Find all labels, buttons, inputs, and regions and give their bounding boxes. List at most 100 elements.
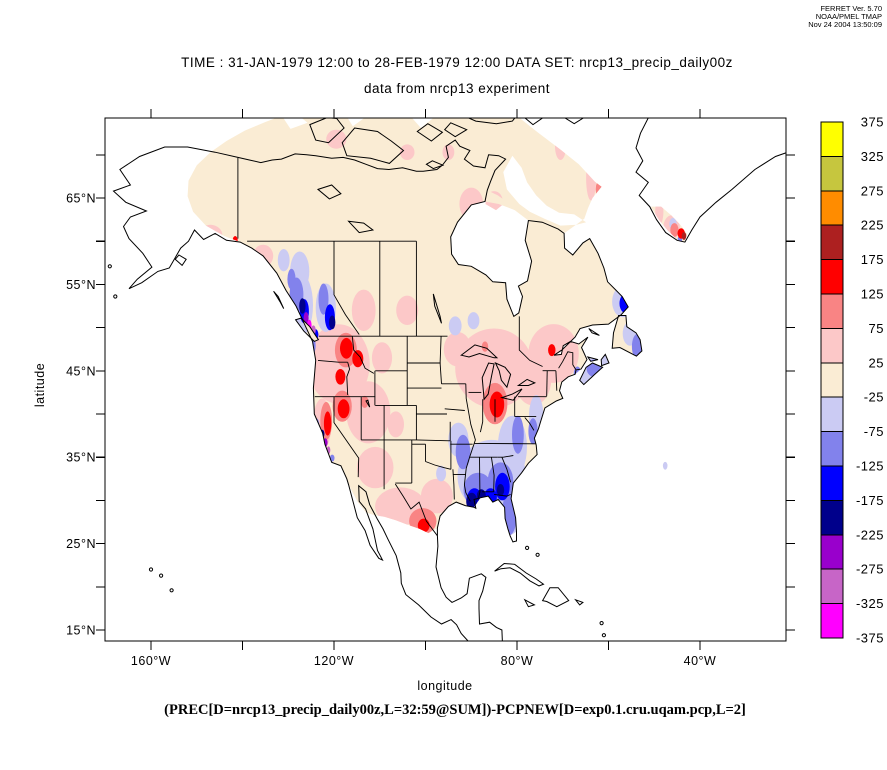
islet-speck xyxy=(600,622,603,625)
anomaly-blob xyxy=(655,199,663,225)
colorbar-label: 375 xyxy=(861,115,884,130)
colorbar-segment xyxy=(821,363,843,397)
anomaly-blob xyxy=(468,312,480,329)
anomaly-blob xyxy=(632,334,644,360)
island-outline xyxy=(525,600,535,607)
anomaly-blob xyxy=(338,399,350,418)
island-outline xyxy=(561,115,588,124)
anomaly-speck xyxy=(663,462,668,470)
colorbar: 3753252752251751257525-25-75-125-175-225… xyxy=(821,115,884,646)
colorbar-label: 275 xyxy=(861,183,884,198)
colorbar-segment xyxy=(821,500,843,534)
anomaly-blob xyxy=(670,223,678,237)
anomaly-blob xyxy=(548,344,555,356)
colorbar-label: -225 xyxy=(856,527,884,542)
caption: (PREC[D=nrcp13_precip_daily00z,L=32:59@S… xyxy=(164,702,746,718)
colorbar-label: -275 xyxy=(856,562,884,577)
y-axis-title: latitude xyxy=(33,363,47,407)
colorbar-label: 75 xyxy=(869,321,884,336)
colorbar-segment xyxy=(821,225,843,259)
island-outline xyxy=(576,600,583,605)
colorbar-label: 125 xyxy=(861,287,884,302)
colorbar-segment xyxy=(821,122,843,156)
ferret-stamp: FERRET Ver. 5.70 NOAA/PMEL TMAP Nov 24 2… xyxy=(808,4,882,29)
y-tick-label: 65°N xyxy=(66,192,96,206)
anomaly-blob xyxy=(586,156,596,201)
y-tick-label: 45°N xyxy=(66,364,96,378)
colorbar-segment xyxy=(821,569,843,603)
anomaly-blob xyxy=(191,222,204,238)
plot-subtitle: data from nrcp13 experiment xyxy=(364,81,550,96)
anomaly-blob xyxy=(555,132,566,160)
anomaly-blob xyxy=(587,360,602,377)
anomaly-blob xyxy=(278,249,290,271)
colorbar-label: 25 xyxy=(869,355,884,370)
islet-speck xyxy=(160,574,163,577)
anomaly-blob xyxy=(233,236,238,245)
anomaly-blob xyxy=(299,298,305,314)
anomaly-blob xyxy=(388,411,404,437)
anomaly-blob xyxy=(357,447,394,488)
island-outline xyxy=(175,255,186,265)
colorbar-label: -325 xyxy=(856,596,884,611)
anomaly-blob xyxy=(313,418,319,434)
anomaly-blob xyxy=(444,332,471,367)
islet-speck xyxy=(108,265,111,268)
y-tick-label: 25°N xyxy=(66,537,96,551)
anomaly-blob xyxy=(449,316,462,335)
colorbar-segment xyxy=(821,294,843,328)
x-axis-title: longitude xyxy=(417,679,472,693)
anomaly-blob xyxy=(287,269,295,290)
anomaly-blob xyxy=(497,484,504,496)
y-tick-label: 35°N xyxy=(66,451,96,465)
island-outline xyxy=(543,588,569,607)
y-tick-label: 15°N xyxy=(66,624,96,638)
greenland-coastline xyxy=(636,115,788,242)
islet-speck xyxy=(170,589,173,592)
islet-speck xyxy=(114,295,117,298)
border-line xyxy=(547,371,548,397)
colorbar-label: 325 xyxy=(861,149,884,164)
colorbar-segment xyxy=(821,328,843,362)
colorbar-segment xyxy=(821,397,843,431)
anomaly-blob xyxy=(596,180,604,199)
colorbar-segment xyxy=(821,604,843,638)
colorbar-segment xyxy=(821,260,843,294)
colorbar-label: -175 xyxy=(856,493,884,508)
plot-title: TIME : 31-JAN-1979 12:00 to 28-FEB-1979 … xyxy=(181,55,733,70)
islet-speck xyxy=(536,553,539,556)
colorbar-label: 175 xyxy=(861,252,884,267)
islet-speck xyxy=(149,568,152,571)
anomaly-blob xyxy=(682,232,687,240)
anomaly-blob xyxy=(477,489,486,503)
anomaly-blob xyxy=(340,338,353,359)
anomaly-blob xyxy=(490,392,505,418)
colorbar-label: -375 xyxy=(856,631,884,646)
colorbar-segment xyxy=(821,156,843,190)
anomaly-blob xyxy=(352,290,376,331)
anomaly-blob xyxy=(482,341,488,351)
anomaly-blob xyxy=(335,369,345,385)
island-outline xyxy=(589,329,600,336)
anomaly-blob xyxy=(528,418,537,444)
colorbar-segment xyxy=(821,466,843,500)
anomaly-blob xyxy=(324,411,331,435)
x-tick-label: 40°W xyxy=(684,654,717,668)
anomaly-blob xyxy=(418,519,430,533)
colorbar-segment xyxy=(821,535,843,569)
x-tick-label: 160°W xyxy=(131,654,171,668)
anomaly-blob xyxy=(396,296,418,325)
colorbar-label: 225 xyxy=(861,218,884,233)
island-outline xyxy=(274,291,284,308)
colorbar-label: -25 xyxy=(864,390,884,405)
x-tick-label: 80°W xyxy=(501,654,534,668)
anomaly-blob xyxy=(352,350,363,367)
anomaly-blob xyxy=(361,396,368,408)
y-tick-label: 55°N xyxy=(66,278,96,292)
anomaly-blob xyxy=(456,435,471,470)
colorbar-segment xyxy=(821,432,843,466)
anomaly-blob xyxy=(421,479,453,514)
anomaly-blob xyxy=(372,342,392,373)
